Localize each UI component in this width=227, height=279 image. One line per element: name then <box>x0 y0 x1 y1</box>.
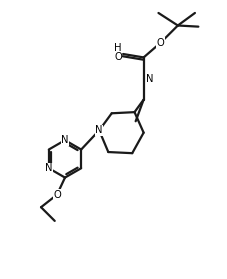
Text: N: N <box>61 135 68 145</box>
Text: H: H <box>114 43 121 53</box>
Text: O: O <box>156 38 164 48</box>
Text: N: N <box>95 125 102 135</box>
Text: N: N <box>146 74 153 84</box>
Text: N: N <box>45 163 52 173</box>
Text: O: O <box>53 190 61 200</box>
Text: O: O <box>114 52 121 62</box>
